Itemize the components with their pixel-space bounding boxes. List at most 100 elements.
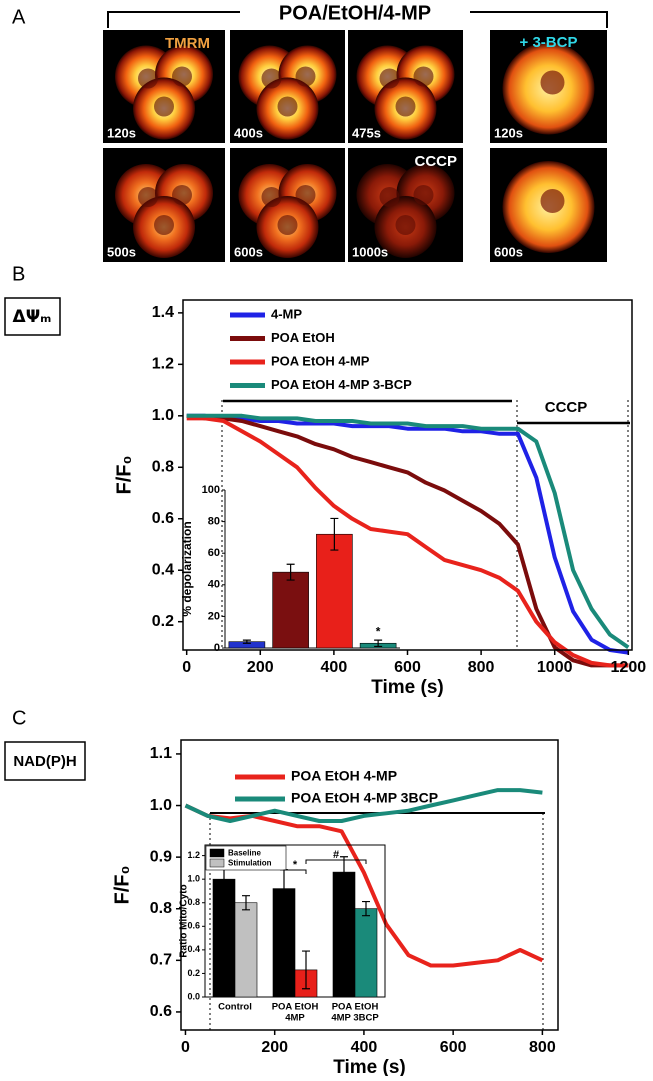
tag-box — [4, 297, 61, 336]
y-tick-label: 100 — [202, 484, 220, 496]
x-axis-label: Time (s) — [333, 1057, 406, 1076]
x-tick-label: 600 — [394, 659, 421, 676]
bar — [212, 878, 236, 998]
y-tick-label: 1.2 — [152, 356, 174, 373]
cell-core — [295, 185, 316, 205]
annotation: * — [376, 624, 381, 638]
cell-core — [395, 96, 416, 117]
error-bar — [286, 563, 295, 581]
bar — [272, 571, 309, 649]
y-tick-label: 1.1 — [150, 745, 172, 762]
annotation: # — [333, 849, 339, 861]
annotation: CCCP — [545, 399, 588, 416]
cell-core — [261, 68, 282, 89]
cell-core — [277, 96, 298, 117]
x-tick-label: 400 — [351, 1039, 378, 1056]
y-tick-label: 1.4 — [152, 304, 174, 321]
time-label: 120s — [107, 125, 136, 140]
y-tick-label: 0.0 — [187, 991, 200, 1001]
x-tick-label: POA EtOH — [332, 1002, 379, 1013]
x-tick-label: 400 — [321, 659, 348, 676]
legend-swatch — [209, 858, 225, 868]
error-bar — [374, 639, 383, 648]
y-tick-label: 0.6 — [152, 510, 174, 527]
x-tick-label: Control — [218, 1002, 252, 1013]
error-bar — [242, 639, 251, 644]
bracket — [107, 11, 608, 28]
y-tick-label: 0.4 — [152, 561, 174, 578]
annotation: * — [293, 859, 298, 871]
time-label: 120s — [494, 125, 523, 140]
panel-label: C — [12, 707, 26, 729]
cell-core — [138, 187, 158, 207]
cell-core — [379, 187, 400, 207]
x-tick-label: 800 — [468, 659, 495, 676]
cell-core — [261, 187, 282, 207]
tag-box — [4, 741, 86, 781]
x-tick-label: 4MP 3BCP — [331, 1013, 379, 1024]
x-tick-label: 800 — [529, 1039, 556, 1056]
y-tick-label: 0.6 — [150, 1003, 172, 1020]
error-bar — [340, 856, 348, 889]
y-tick-label: 0.9 — [150, 848, 172, 865]
annotation-bracket — [305, 859, 367, 864]
time-label: 475s — [352, 125, 381, 140]
line-series — [186, 413, 629, 655]
y-tick-label: 0.6 — [187, 921, 200, 931]
cell-core — [540, 70, 565, 95]
cell-core — [172, 185, 192, 205]
cell-core — [138, 68, 158, 89]
cell-core — [540, 189, 565, 213]
time-label: 400s — [234, 125, 263, 140]
y-axis-label: F/F₀ — [113, 455, 135, 494]
y-tick-label: 0 — [214, 642, 220, 654]
time-label: 500s — [107, 244, 136, 259]
y-tick-label: 0.8 — [187, 897, 200, 907]
bar — [332, 871, 356, 998]
x-tick-label: 0 — [181, 1039, 190, 1056]
error-bar — [362, 900, 370, 917]
time-label: 600s — [234, 244, 263, 259]
x-tick-label: 4MP — [285, 1013, 305, 1024]
y-tick-label: 40 — [208, 579, 220, 591]
bar — [354, 908, 378, 998]
y-tick-label: 80 — [208, 516, 220, 528]
cell-core — [277, 215, 298, 235]
x-tick-label: 1000 — [537, 659, 573, 676]
image-tag: CCCP — [414, 153, 457, 170]
panel-title: POA/EtOH/4-MP — [279, 2, 431, 24]
y-tick-label: 0.8 — [150, 900, 172, 917]
time-label: 1000s — [352, 244, 388, 259]
x-tick-label: 200 — [261, 1039, 288, 1056]
line-series — [186, 413, 629, 668]
legend-swatch — [209, 848, 225, 858]
y-tick-label: 0.8 — [152, 458, 174, 475]
plot-frame — [182, 299, 633, 651]
line-series — [186, 413, 630, 650]
x-tick-label: 1200 — [611, 659, 647, 676]
legend-label: Stimulation — [228, 859, 272, 868]
error-bar — [330, 517, 339, 551]
y-tick-label: 1.0 — [187, 874, 200, 884]
legend-label: 4-MP — [271, 306, 302, 321]
legend-label: POA EtOH — [271, 330, 335, 345]
x-axis-label: Time (s) — [371, 677, 444, 698]
bar — [316, 533, 353, 649]
tag: ΔΨₘ — [13, 307, 52, 327]
y-tick-label: 0.7 — [150, 952, 172, 969]
cell-core — [379, 68, 400, 89]
x-tick-label: POA EtOH — [272, 1002, 319, 1013]
image-tag: + 3-BCP — [520, 34, 578, 51]
y-axis-label: % depolarization — [180, 521, 194, 616]
cell-core — [154, 215, 174, 235]
y-tick-label: 0.2 — [152, 613, 174, 630]
error-bar — [242, 895, 250, 911]
cell-core — [172, 66, 192, 87]
time-label: 600s — [494, 244, 523, 259]
cell-core — [413, 185, 434, 205]
cell-core — [154, 96, 174, 117]
y-tick-label: 0.2 — [187, 968, 200, 978]
y-tick-label: 1.0 — [150, 797, 172, 814]
tag: NAD(P)H — [13, 753, 76, 770]
